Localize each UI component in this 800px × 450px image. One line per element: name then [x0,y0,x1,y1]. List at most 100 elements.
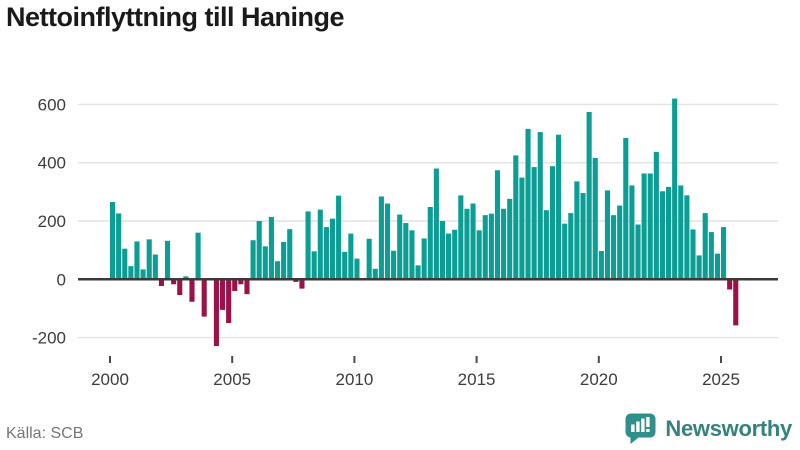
bar-positive [146,239,152,280]
bar-positive [507,198,513,280]
bar-positive [690,229,696,280]
bar-positive [281,241,287,280]
bar-positive [183,276,189,280]
bar-positive [464,208,470,280]
newsworthy-icon [625,413,656,444]
bar-positive [623,137,629,280]
bar-positive [421,238,427,280]
bar-positive [427,207,433,280]
bar-positive [262,246,268,280]
bar-positive [140,269,146,280]
bar-positive [488,213,494,280]
bar-negative [226,279,232,324]
bar-positive [721,227,727,280]
speech-bubble-shape [625,413,656,444]
y-tick-label: -200 [32,329,66,348]
bar-positive [708,232,714,280]
bar-positive [562,223,568,280]
bar-positive [391,250,397,280]
bar-positive [501,208,507,280]
bar-positive [653,151,659,280]
bar-negative [232,279,238,291]
bar-positive [342,251,348,280]
chart-title: Nettoinflyttning till Haninge [6,2,344,32]
bar-positive [592,158,598,280]
bar-positive [568,213,574,280]
bar-positive [714,253,720,280]
bar-positive [604,190,611,280]
bar-positive [439,221,446,280]
bar-positive [446,233,452,280]
bar-negative [293,279,299,282]
bar-positive [195,232,201,280]
bar-positive [458,195,464,280]
bar-positive [329,218,336,280]
x-tick-label: 2010 [335,370,373,389]
logo-bar-small [631,424,636,432]
bar-positive [311,251,317,280]
bar-positive [354,258,360,280]
x-tick-label: 2005 [213,370,251,389]
bar-positive [611,215,617,280]
bar-negative [213,279,219,347]
bar-positive [128,266,134,280]
bar-positive [250,240,256,280]
bar-positive [274,261,281,280]
bar-negative [238,279,244,285]
y-tick-label: 200 [38,212,66,231]
newsworthy-wordmark: Newsworthy [665,415,792,441]
bar-positive [549,166,556,280]
bar-positive [556,134,562,280]
bar-positive [598,251,604,280]
bar-positive [696,255,702,280]
bar-positive [476,230,482,280]
bar-negative [171,279,177,285]
bar-positive [366,238,372,280]
bar-negative [299,279,305,289]
bar-positive [116,213,122,280]
bar-positive [659,191,665,280]
bar-positive [409,230,415,280]
newsworthy-logo: Newsworthy [624,412,792,445]
bar-positive [452,229,458,280]
bar-positive [384,203,391,280]
bar-positive [586,111,592,280]
bar-positive [702,213,708,280]
y-tick-label: 0 [57,270,66,289]
bar-positive [531,167,537,280]
bar-positive [525,128,531,280]
bar-negative [177,279,183,296]
bar-positive [482,215,488,280]
bar-positive [152,254,158,280]
bar-positive [647,173,653,280]
bar-positive [403,223,409,280]
bar-positive [433,168,439,280]
bar-positive [110,202,116,280]
bar-positive [397,214,403,280]
source-label: Källa: SCB [6,425,84,442]
bar-positive [415,265,421,280]
bar-positive [617,205,623,280]
logo-bar-tall [641,418,646,432]
bar-positive [641,173,647,280]
bar-positive [574,181,580,280]
bar-positive [537,132,543,280]
bar-negative [219,279,226,310]
x-tick-label: 2015 [458,370,496,389]
bar-positive [323,227,329,280]
bar-negative [733,279,739,326]
bar-positive [268,216,274,280]
logo-exclamation-stem [646,417,651,427]
bar-negative [244,279,250,295]
bar-positive [580,193,586,280]
x-tick-label: 2020 [580,370,618,389]
bar-negative [158,279,164,286]
bar-positive [317,209,323,280]
bar-positive [513,155,519,280]
bar-positive [372,268,378,280]
bar-positive [684,195,690,280]
bar-positive [672,98,678,280]
bar-positive [678,185,684,280]
bar-positive [336,195,342,280]
